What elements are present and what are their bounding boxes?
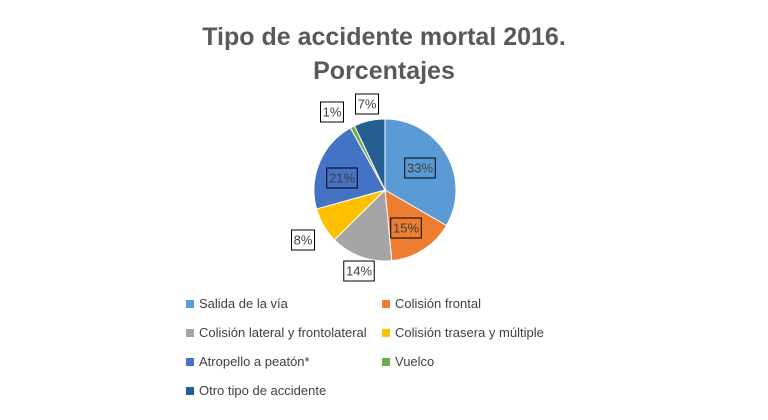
legend-item-atropello: Atropello a peatón* <box>186 352 382 371</box>
data-label: 21% <box>326 167 358 189</box>
chart-legend: Salida de la vía Colisión frontal Colisi… <box>186 294 586 400</box>
legend-item-salida: Salida de la vía <box>186 294 382 313</box>
data-label: 7% <box>355 93 379 115</box>
data-label: 33% <box>404 157 436 179</box>
legend-label: Atropello a peatón* <box>199 354 310 369</box>
legend-swatch <box>186 299 194 308</box>
data-label: 15% <box>390 217 422 239</box>
chart-title: Tipo de accidente mortal 2016. Porcentaj… <box>0 20 768 88</box>
data-label-text: 8% <box>294 233 313 248</box>
data-label-text: 21% <box>329 171 355 186</box>
data-label-box <box>326 167 358 189</box>
data-label: 14% <box>343 260 375 282</box>
pie-slice <box>333 188 393 262</box>
data-label-text: 15% <box>393 221 419 236</box>
chart-title-line2: Porcentajes <box>313 57 455 85</box>
legend-label: Colisión trasera y múltiple <box>395 325 544 340</box>
pie-slice <box>384 118 457 227</box>
legend-label: Salida de la vía <box>199 296 288 311</box>
legend-label: Vuelco <box>395 354 435 369</box>
data-label-box <box>320 101 344 123</box>
legend-swatch <box>186 357 194 366</box>
legend-swatch <box>382 357 390 366</box>
legend-swatch <box>186 328 194 337</box>
legend-swatch <box>382 299 390 308</box>
data-label-text: 14% <box>346 264 372 279</box>
data-label: 8% <box>291 229 315 251</box>
data-label-box <box>404 157 436 179</box>
legend-label: Otro tipo de accidente <box>199 383 327 398</box>
legend-item-trasera: Colisión trasera y múltiple <box>382 323 582 342</box>
legend-swatch <box>382 328 390 337</box>
legend-label: Colisión lateral y frontolateral <box>199 325 367 340</box>
legend-swatch <box>186 386 194 395</box>
legend-item-otro: Otro tipo de accidente <box>186 381 382 400</box>
data-label-box <box>355 93 379 115</box>
legend-item-frontal: Colisión frontal <box>382 294 582 313</box>
pie-slice <box>353 118 386 191</box>
legend-item-lateral: Colisión lateral y frontolateral <box>186 323 382 342</box>
data-label-box <box>343 260 375 282</box>
data-label-text: 1% <box>323 105 342 120</box>
pie-slice <box>384 189 448 262</box>
data-label-text: 7% <box>358 97 377 112</box>
data-label: 1% <box>320 101 344 123</box>
chart-title-line1: Tipo de accidente mortal 2016. <box>202 23 566 51</box>
legend-item-vuelco: Vuelco <box>382 352 582 371</box>
data-label-text: 33% <box>407 161 433 176</box>
data-label-box <box>390 217 422 239</box>
legend-label: Colisión frontal <box>395 296 481 311</box>
data-label-box <box>291 229 315 251</box>
